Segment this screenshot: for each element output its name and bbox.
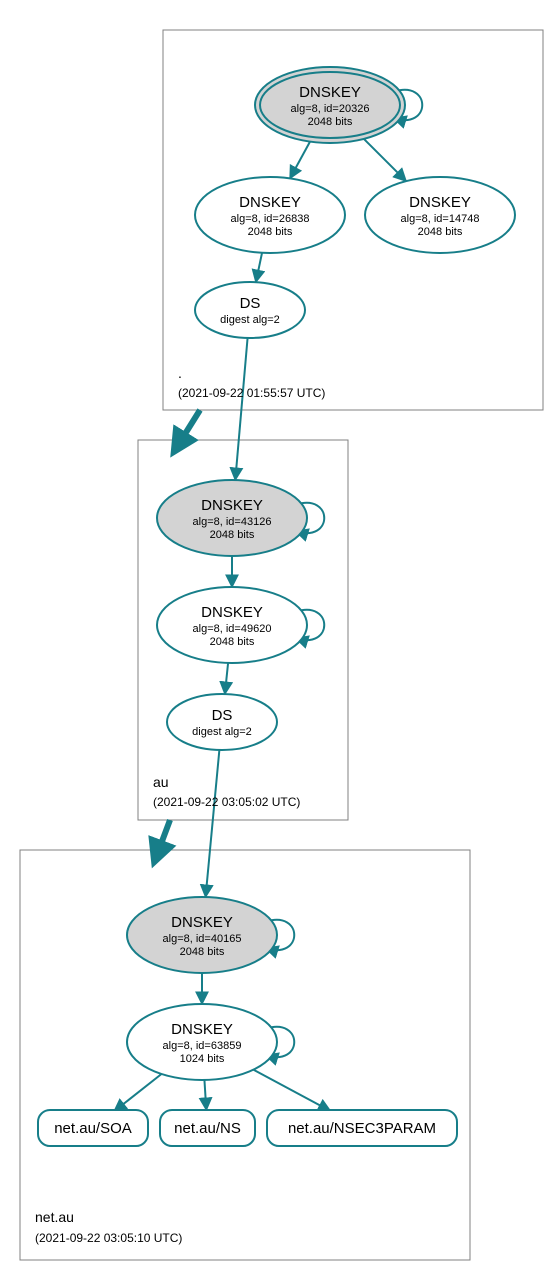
node-title: net.au/NS	[174, 1120, 241, 1137]
node-title: DNSKEY	[409, 194, 471, 211]
node-title: DNSKEY	[201, 497, 263, 514]
zone-label-au: au	[153, 774, 169, 790]
edge-netau-zsk-ns	[204, 1080, 206, 1110]
node-title: DS	[240, 295, 261, 312]
zone-timestamp-root: (2021-09-22 01:55:57 UTC)	[178, 386, 325, 400]
node-title: DNSKEY	[171, 1021, 233, 1038]
node-au-zsk: DNSKEY alg=8, id=496202048 bits	[157, 587, 307, 663]
node-title: DNSKEY	[201, 604, 263, 621]
zone-edge	[155, 820, 170, 860]
edge-root-ds-au-ksk	[235, 338, 247, 480]
node-title: DS	[212, 707, 233, 724]
node-nsec3: net.au/NSEC3PARAM	[267, 1110, 457, 1146]
node-line3: 2048 bits	[308, 116, 353, 128]
node-ns: net.au/NS	[160, 1110, 255, 1146]
edge-au-ds-netau-ksk	[206, 750, 220, 897]
edge-root-zsk1-root-ds	[256, 253, 262, 282]
zone-timestamp-au: (2021-09-22 03:05:02 UTC)	[153, 795, 300, 809]
node-title: net.au/NSEC3PARAM	[288, 1120, 436, 1137]
node-netau-zsk: DNSKEY alg=8, id=638591024 bits	[127, 1004, 277, 1080]
node-line2: alg=8, id=40165	[163, 933, 242, 945]
node-line2: alg=8, id=43126	[193, 516, 272, 528]
node-line3: 2048 bits	[418, 226, 463, 238]
node-line3: 2048 bits	[210, 529, 255, 541]
node-title: DNSKEY	[239, 194, 301, 211]
dnssec-diagram: DNSKEYalg=8, id=203262048 bitsDNSKEYalg=…	[0, 0, 552, 1278]
node-root-ds: DS digest alg=2	[195, 282, 305, 338]
node-line3: 2048 bits	[210, 636, 255, 648]
node-line2: digest alg=2	[220, 314, 280, 326]
node-line2: alg=8, id=26838	[231, 213, 310, 225]
node-line2: alg=8, id=20326	[291, 103, 370, 115]
node-title: net.au/SOA	[54, 1120, 132, 1137]
edge-au-zsk-au-ds	[225, 663, 228, 694]
zone-label-root: .	[178, 365, 182, 381]
node-au-ds: DS digest alg=2	[167, 694, 277, 750]
edge-netau-zsk-soa	[114, 1074, 161, 1111]
node-line2: alg=8, id=63859	[163, 1040, 242, 1052]
node-soa: net.au/SOA	[38, 1110, 148, 1146]
node-line3: 1024 bits	[180, 1053, 225, 1065]
node-root-zsk2: DNSKEY alg=8, id=147482048 bits	[365, 177, 515, 253]
node-line2: alg=8, id=49620	[193, 623, 272, 635]
node-line2: digest alg=2	[192, 726, 252, 738]
edge-root-ksk-root-zsk2	[364, 139, 406, 181]
node-netau-ksk: DNSKEY alg=8, id=401652048 bits	[127, 897, 277, 973]
node-au-ksk: DNSKEY alg=8, id=431262048 bits	[157, 480, 307, 556]
zone-edge	[175, 410, 200, 450]
edge-root-ksk-root-zsk1	[290, 142, 310, 179]
node-root-zsk1: DNSKEY alg=8, id=268382048 bits	[195, 177, 345, 253]
node-line3: 2048 bits	[180, 946, 225, 958]
node-title: DNSKEY	[299, 84, 361, 101]
node-line2: alg=8, id=14748	[401, 213, 480, 225]
node-line3: 2048 bits	[248, 226, 293, 238]
node-title: DNSKEY	[171, 914, 233, 931]
node-root-ksk: DNSKEY alg=8, id=203262048 bits	[255, 67, 405, 143]
zone-label-netau: net.au	[35, 1209, 74, 1225]
zone-timestamp-netau: (2021-09-22 03:05:10 UTC)	[35, 1231, 182, 1245]
edge-netau-zsk-nsec3	[253, 1070, 330, 1111]
